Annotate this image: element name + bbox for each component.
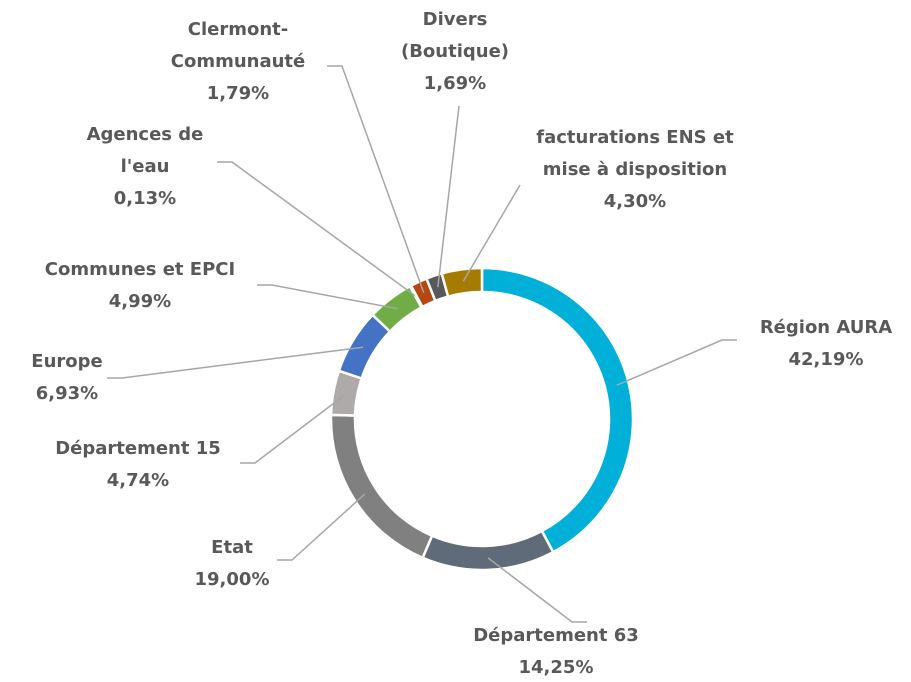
category-name: Europe	[31, 351, 103, 372]
donut-slice	[440, 266, 484, 299]
category-name: Etat	[211, 537, 253, 558]
category-name: Département 15	[55, 438, 221, 459]
leader-line	[462, 184, 521, 282]
data-label: facturations ENS et mise à disposition 4,…	[528, 122, 743, 218]
value-label: 14,25%	[518, 657, 594, 678]
leader-line	[277, 493, 366, 561]
donut-slice	[480, 266, 635, 554]
value-label: 4,74%	[106, 470, 170, 491]
leader-line	[437, 105, 460, 288]
category-name: facturations ENS et mise à disposition	[536, 127, 734, 180]
leader-line	[257, 284, 398, 310]
leader-line	[240, 394, 346, 464]
leader-line	[616, 339, 737, 386]
data-label: Département 63 14,25%	[473, 620, 639, 682]
value-label: 6,93%	[35, 383, 99, 404]
value-label: 42,19%	[788, 349, 864, 370]
category-name: Région AURA	[759, 317, 893, 338]
value-label: 1,79%	[206, 83, 270, 104]
data-label: Clermont-Communauté 1,79%	[153, 14, 323, 110]
data-label: Communes et EPCI 4,99%	[45, 254, 235, 318]
leader-line	[107, 346, 364, 379]
value-label: 1,69%	[423, 73, 487, 94]
leader-line	[487, 557, 587, 623]
data-label: Divers (Boutique) 1,69%	[380, 4, 530, 100]
value-label: 4,99%	[108, 291, 172, 312]
category-name: Agences de l'eau	[86, 124, 204, 177]
value-label: 19,00%	[194, 569, 270, 590]
donut-slice	[329, 413, 434, 560]
value-label: 0,13%	[113, 188, 177, 209]
data-label: Agences de l'eau 0,13%	[70, 119, 220, 215]
data-label: Europe 6,93%	[31, 346, 102, 410]
leader-line	[327, 65, 425, 294]
leader-line	[217, 161, 417, 298]
category-name: Département 63	[473, 625, 639, 646]
donut-slice	[420, 529, 555, 572]
category-name: Communes et EPCI	[44, 259, 236, 280]
category-name: Clermont-Communauté	[170, 19, 306, 72]
data-label: Etat 19,00%	[195, 532, 270, 596]
category-name: Divers (Boutique)	[400, 9, 510, 62]
value-label: 4,30%	[603, 191, 667, 212]
data-label: Région AURA 42,19%	[760, 312, 892, 376]
data-label: Département 15 4,74%	[55, 433, 221, 497]
